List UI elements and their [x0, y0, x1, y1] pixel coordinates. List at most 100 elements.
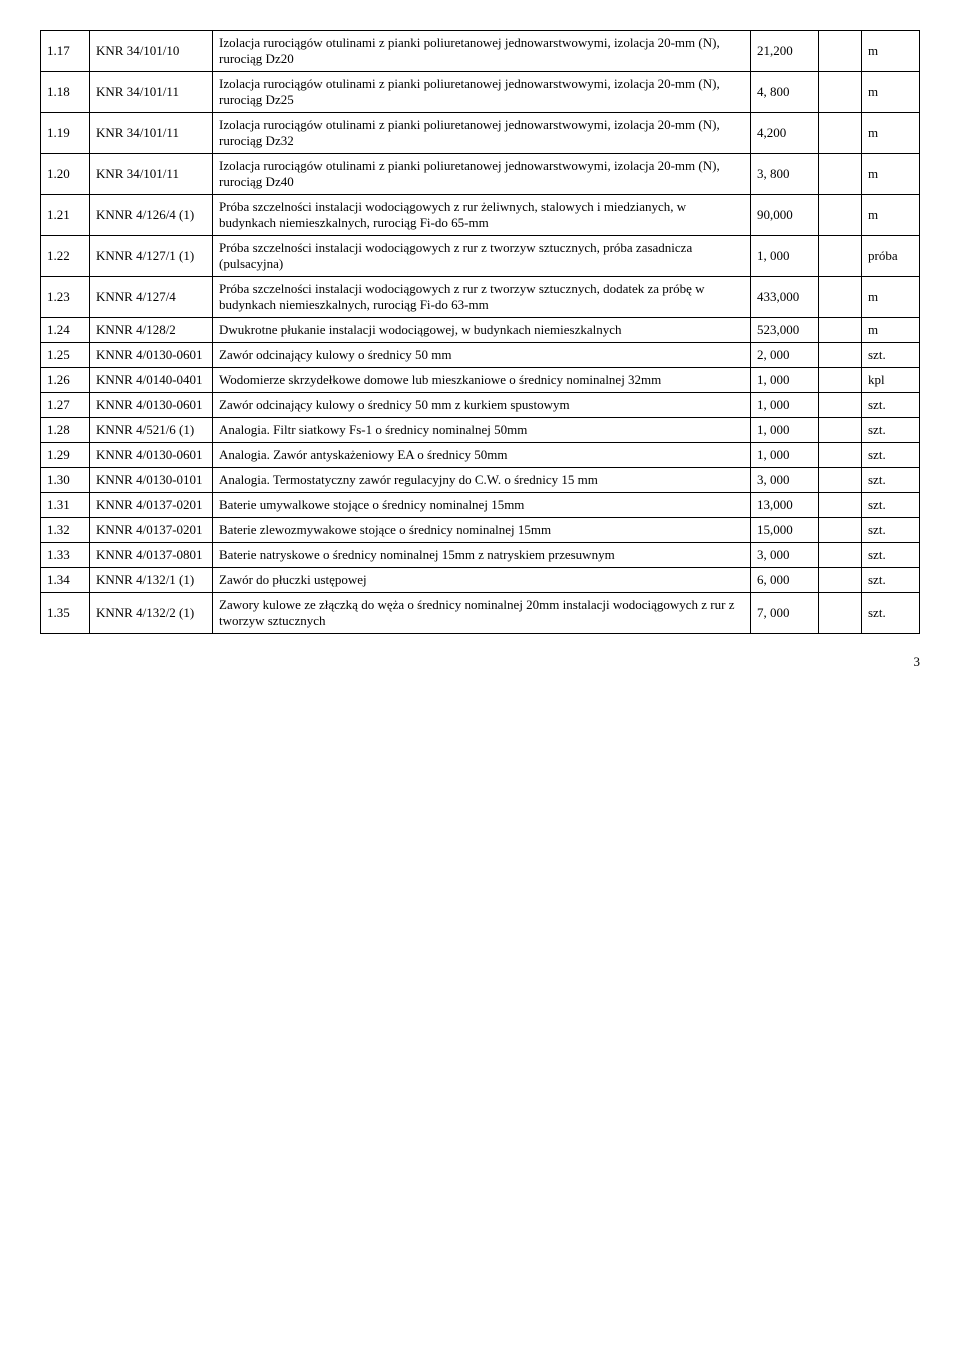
row-blank [819, 568, 862, 593]
row-unit: szt. [862, 518, 920, 543]
row-code: KNNR 4/0140-0401 [90, 368, 213, 393]
row-blank [819, 393, 862, 418]
row-code: KNNR 4/0130-0101 [90, 468, 213, 493]
row-number: 1.23 [41, 277, 90, 318]
row-quantity: 90,000 [751, 195, 819, 236]
row-quantity: 4,200 [751, 113, 819, 154]
row-description: Zawór odcinający kulowy o średnicy 50 mm [213, 343, 751, 368]
row-description: Próba szczelności instalacji wodociągowy… [213, 236, 751, 277]
row-unit: m [862, 277, 920, 318]
row-number: 1.32 [41, 518, 90, 543]
row-blank [819, 113, 862, 154]
row-quantity: 1, 000 [751, 393, 819, 418]
row-code: KNNR 4/127/4 [90, 277, 213, 318]
row-number: 1.19 [41, 113, 90, 154]
row-description: Baterie zlewozmywakowe stojące o średnic… [213, 518, 751, 543]
row-code: KNNR 4/132/1 (1) [90, 568, 213, 593]
row-description: Baterie umywalkowe stojące o średnicy no… [213, 493, 751, 518]
row-blank [819, 318, 862, 343]
row-code: KNNR 4/127/1 (1) [90, 236, 213, 277]
row-number: 1.31 [41, 493, 90, 518]
table-row: 1.34KNNR 4/132/1 (1)Zawór do płuczki ust… [41, 568, 920, 593]
row-number: 1.20 [41, 154, 90, 195]
cost-table: 1.17KNR 34/101/10Izolacja rurociągów otu… [40, 30, 920, 634]
row-blank [819, 543, 862, 568]
row-quantity: 523,000 [751, 318, 819, 343]
row-quantity: 3, 000 [751, 543, 819, 568]
row-description: Izolacja rurociągów otulinami z pianki p… [213, 154, 751, 195]
table-row: 1.26KNNR 4/0140-0401Wodomierze skrzydełk… [41, 368, 920, 393]
row-description: Zawór odcinający kulowy o średnicy 50 mm… [213, 393, 751, 418]
row-code: KNR 34/101/11 [90, 72, 213, 113]
row-unit: szt. [862, 443, 920, 468]
table-row: 1.30KNNR 4/0130-0101Analogia. Termostaty… [41, 468, 920, 493]
row-code: KNNR 4/126/4 (1) [90, 195, 213, 236]
row-description: Dwukrotne płukanie instalacji wodociągow… [213, 318, 751, 343]
row-unit: m [862, 72, 920, 113]
row-blank [819, 154, 862, 195]
row-unit: szt. [862, 568, 920, 593]
row-code: KNNR 4/0137-0201 [90, 493, 213, 518]
row-description: Analogia. Termostatyczny zawór regulacyj… [213, 468, 751, 493]
row-unit: próba [862, 236, 920, 277]
row-description: Analogia. Zawór antyskażeniowy EA o śred… [213, 443, 751, 468]
table-row: 1.20KNR 34/101/11Izolacja rurociągów otu… [41, 154, 920, 195]
row-unit: m [862, 31, 920, 72]
row-quantity: 1, 000 [751, 368, 819, 393]
row-quantity: 21,200 [751, 31, 819, 72]
row-description: Próba szczelności instalacji wodociągowy… [213, 277, 751, 318]
row-description: Izolacja rurociągów otulinami z pianki p… [213, 31, 751, 72]
row-blank [819, 195, 862, 236]
row-unit: szt. [862, 593, 920, 634]
table-row: 1.28KNNR 4/521/6 (1)Analogia. Filtr siat… [41, 418, 920, 443]
row-quantity: 4, 800 [751, 72, 819, 113]
row-quantity: 1, 000 [751, 418, 819, 443]
row-unit: m [862, 318, 920, 343]
row-unit: szt. [862, 343, 920, 368]
row-quantity: 2, 000 [751, 343, 819, 368]
row-code: KNR 34/101/11 [90, 113, 213, 154]
row-description: Izolacja rurociągów otulinami z pianki p… [213, 72, 751, 113]
row-description: Analogia. Filtr siatkowy Fs-1 o średnicy… [213, 418, 751, 443]
row-code: KNNR 4/521/6 (1) [90, 418, 213, 443]
row-blank [819, 443, 862, 468]
row-code: KNNR 4/0137-0201 [90, 518, 213, 543]
row-number: 1.28 [41, 418, 90, 443]
row-unit: szt. [862, 418, 920, 443]
row-number: 1.24 [41, 318, 90, 343]
table-row: 1.21KNNR 4/126/4 (1)Próba szczelności in… [41, 195, 920, 236]
row-description: Baterie natryskowe o średnicy nominalnej… [213, 543, 751, 568]
row-quantity: 3, 000 [751, 468, 819, 493]
row-blank [819, 368, 862, 393]
row-number: 1.29 [41, 443, 90, 468]
row-quantity: 3, 800 [751, 154, 819, 195]
row-blank [819, 31, 862, 72]
row-blank [819, 277, 862, 318]
table-row: 1.25KNNR 4/0130-0601Zawór odcinający kul… [41, 343, 920, 368]
row-unit: szt. [862, 468, 920, 493]
row-description: Zawory kulowe ze złączką do węża o średn… [213, 593, 751, 634]
row-number: 1.35 [41, 593, 90, 634]
row-code: KNR 34/101/11 [90, 154, 213, 195]
page-number: 3 [40, 654, 920, 670]
row-blank [819, 518, 862, 543]
row-description: Zawór do płuczki ustępowej [213, 568, 751, 593]
row-code: KNNR 4/132/2 (1) [90, 593, 213, 634]
table-row: 1.17KNR 34/101/10Izolacja rurociągów otu… [41, 31, 920, 72]
table-row: 1.32KNNR 4/0137-0201Baterie zlewozmywako… [41, 518, 920, 543]
table-row: 1.24KNNR 4/128/2Dwukrotne płukanie insta… [41, 318, 920, 343]
row-quantity: 7, 000 [751, 593, 819, 634]
row-quantity: 433,000 [751, 277, 819, 318]
table-row: 1.23KNNR 4/127/4Próba szczelności instal… [41, 277, 920, 318]
row-number: 1.30 [41, 468, 90, 493]
row-code: KNNR 4/0130-0601 [90, 443, 213, 468]
row-quantity: 13,000 [751, 493, 819, 518]
table-row: 1.19KNR 34/101/11Izolacja rurociągów otu… [41, 113, 920, 154]
table-row: 1.35KNNR 4/132/2 (1)Zawory kulowe ze złą… [41, 593, 920, 634]
row-description: Wodomierze skrzydełkowe domowe lub miesz… [213, 368, 751, 393]
row-unit: szt. [862, 543, 920, 568]
row-blank [819, 418, 862, 443]
table-row: 1.22KNNR 4/127/1 (1)Próba szczelności in… [41, 236, 920, 277]
row-number: 1.21 [41, 195, 90, 236]
row-code: KNNR 4/0130-0601 [90, 343, 213, 368]
